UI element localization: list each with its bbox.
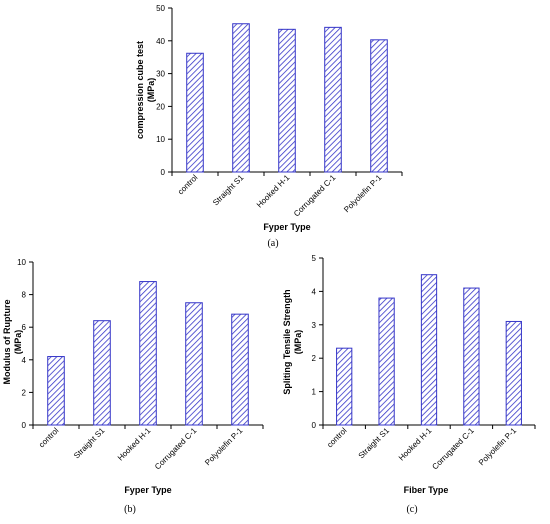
y-axis-title-line: Modulus of Rupture	[2, 300, 12, 385]
y-tick-label: 6	[22, 323, 27, 332]
x-tick-label: Corrugated C-1	[153, 426, 199, 472]
bar	[278, 28, 296, 173]
x-axis-title: Fyper Type	[263, 222, 310, 232]
y-tick-label: 20	[156, 102, 165, 111]
x-tick-label: Polyolefin P-1	[477, 426, 519, 468]
panel-label: (b)	[124, 504, 136, 515]
y-axis-title-line: (MPa)	[146, 78, 156, 103]
bar	[231, 313, 249, 426]
y-axis-title-line: (MPa)	[293, 330, 303, 355]
y-tick-label: 1	[312, 388, 317, 397]
x-tick-label: Polyolefin P-1	[342, 173, 384, 215]
x-axis-title: Fyper Type	[124, 485, 171, 495]
bar	[324, 26, 342, 173]
x-tick-label: Hooked H-1	[255, 173, 292, 210]
y-tick-label: 3	[312, 321, 317, 330]
bar	[463, 287, 480, 426]
y-axis-title-line: compression cube test	[135, 41, 145, 139]
y-tick-label: 2	[312, 354, 317, 363]
bar	[336, 347, 353, 426]
chart-panel-b: 0 2 4 6 8 10 control Straight S1 Hooked H-1 Corru…	[2, 258, 264, 515]
y-axis-title-line: (MPa)	[13, 330, 23, 355]
bar	[370, 39, 388, 173]
chart-panel-c: 0 1 2 3 4 5 control Straight S1 Hooked H-1Corrug…	[282, 254, 536, 515]
x-tick-label: Straight S1	[357, 426, 392, 461]
panel-label: (c)	[406, 504, 417, 515]
y-axis-title-line: Spliting Tensile Strength	[282, 289, 292, 394]
chart-panel-a: 0 10 20 30 40 50 control Straight S1 Hooked H-1 C…	[135, 4, 403, 249]
y-tick-label: 50	[156, 4, 165, 13]
y-axis-title: compression cube test(MPa)	[135, 41, 156, 139]
x-tick-label: Corrugated C-1	[430, 426, 476, 472]
x-tick-label: control	[176, 173, 200, 197]
y-tick-label: 10	[17, 258, 26, 267]
bar	[139, 281, 157, 426]
bar	[186, 52, 204, 173]
bar	[378, 297, 395, 426]
panel-label: (a)	[267, 238, 278, 249]
x-tick-label: Polyolefin P-1	[203, 426, 245, 468]
y-axis-title: Modulus of Rupture(MPa)	[2, 300, 23, 385]
y-tick-label: 0	[312, 421, 317, 430]
x-tick-label: Straight S1	[72, 426, 107, 461]
bar	[420, 274, 438, 426]
y-tick-label: 30	[156, 70, 165, 79]
x-tick-label: Corrugated C-1	[292, 173, 338, 219]
x-tick-label: Hooked H-1	[397, 426, 434, 463]
bar	[232, 23, 250, 173]
y-tick-label: 8	[22, 291, 27, 300]
x-axis-title: Fiber Type	[404, 485, 449, 495]
x-tick-label: Straight S1	[211, 173, 246, 208]
y-tick-label: 4	[22, 356, 27, 365]
x-tick-label: control	[37, 426, 61, 450]
x-tick-label: control	[325, 426, 349, 450]
y-tick-label: 10	[156, 135, 165, 144]
bar	[93, 320, 111, 426]
y-tick-label: 4	[312, 287, 317, 296]
y-tick-label: 0	[22, 421, 27, 430]
x-tick-label: Hooked H-1	[116, 426, 153, 463]
bar	[505, 320, 522, 426]
bar	[185, 302, 203, 426]
bar	[47, 356, 65, 426]
y-tick-label: 40	[156, 37, 165, 46]
y-tick-label: 5	[312, 254, 317, 263]
y-tick-label: 0	[161, 168, 166, 177]
y-tick-label: 2	[22, 388, 27, 397]
y-axis-title: Spliting Tensile Strength(MPa)	[282, 289, 303, 394]
